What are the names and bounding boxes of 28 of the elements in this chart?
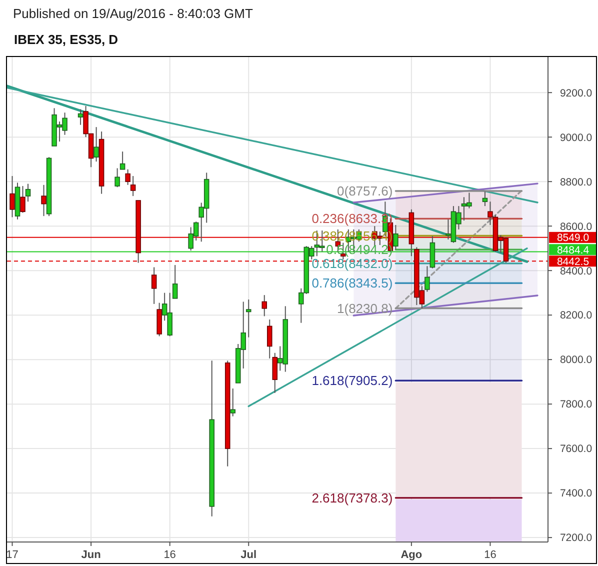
series-label: 0.618(8432.0) (312, 256, 393, 272)
series-label: 0(8757.6) (337, 184, 393, 199)
x-tick-label: Jun (81, 549, 102, 561)
y-tick-label: 7200.0 (560, 532, 592, 544)
y-tick-label: 9000.0 (560, 132, 592, 144)
y-tick-label: 9200.0 (560, 87, 592, 100)
chart-title: IBEX 35, ES35, D (14, 32, 118, 47)
x-tick-label: 17 (6, 549, 18, 561)
y-tick-label: 8000.0 (560, 354, 592, 366)
x-tick-label: Ago (400, 549, 422, 561)
text: Published on 19/Aug/2016 - 8:40:03 GMT (13, 6, 253, 21)
x-tick-label: 16 (164, 549, 176, 561)
y-tick-label: 7800.0 (560, 398, 592, 411)
series-label: 0.786(8343.5) (312, 276, 393, 291)
series-label: 1.618(7905.2) (312, 373, 393, 388)
series-label: 1(8230.8) (337, 300, 393, 316)
x-tick-label: Jul (240, 549, 257, 561)
ref-line-label: 8549.0 (556, 232, 590, 244)
ref-line-label: 8484.4 (556, 244, 590, 256)
y-tick-label: 8200.0 (560, 310, 592, 322)
y-tick-label: 7600.0 (560, 443, 592, 456)
y-tick-label: 8800.0 (560, 176, 592, 188)
y-tick-label: 7400.0 (560, 488, 592, 500)
x-tick-label: 16 (484, 549, 496, 561)
y-tick-label: 8400.0 (560, 265, 592, 278)
series-label: 2.618(7378.3) (312, 490, 393, 506)
y-tick-label: 8600.0 (560, 220, 592, 233)
ref-line-label: 8442.5 (556, 256, 590, 268)
